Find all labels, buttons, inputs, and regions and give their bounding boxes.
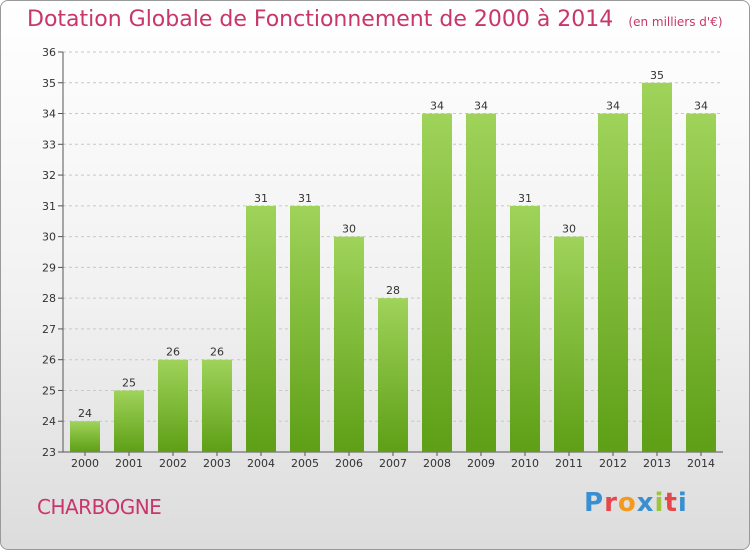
y-tick-label: 31 bbox=[42, 200, 56, 213]
x-tick-label: 2006 bbox=[335, 457, 363, 470]
value-label-2013: 35 bbox=[650, 69, 664, 82]
y-tick-label: 33 bbox=[42, 138, 56, 151]
y-tick-label: 30 bbox=[42, 231, 56, 244]
logo-letter: i bbox=[677, 488, 688, 518]
value-label-2003: 26 bbox=[210, 346, 224, 359]
x-tick-label: 2001 bbox=[115, 457, 143, 470]
value-label-2010: 31 bbox=[518, 192, 532, 205]
x-tick-label: 2000 bbox=[71, 457, 99, 470]
x-tick-label: 2002 bbox=[159, 457, 187, 470]
y-tick-label: 34 bbox=[42, 108, 56, 121]
value-label-2006: 30 bbox=[342, 223, 356, 236]
x-tick-label: 2010 bbox=[511, 457, 539, 470]
value-label-2011: 30 bbox=[562, 223, 576, 236]
proxiti-logo[interactable]: Proxiti bbox=[584, 488, 688, 518]
y-tick-label: 32 bbox=[42, 169, 56, 182]
bar-2000 bbox=[70, 421, 100, 452]
value-labels: 24 25 26 26 31 31 30 28 34 34 31 30 34 35 34 bbox=[78, 69, 708, 420]
bar-2011 bbox=[554, 236, 584, 452]
value-label-2012: 34 bbox=[606, 100, 620, 113]
value-label-2004: 31 bbox=[254, 192, 268, 205]
x-tick-label: 2007 bbox=[379, 457, 407, 470]
x-tick-label: 2011 bbox=[555, 457, 583, 470]
logo-letter: x bbox=[636, 488, 655, 518]
value-label-2009: 34 bbox=[474, 100, 488, 113]
value-label-2001: 25 bbox=[122, 376, 136, 389]
y-tick-label: 29 bbox=[42, 261, 56, 274]
value-label-2005: 31 bbox=[298, 192, 312, 205]
logo-letter: i bbox=[654, 488, 665, 518]
bars bbox=[70, 82, 716, 453]
x-tick-label: 2008 bbox=[423, 457, 451, 470]
x-tick-label: 2009 bbox=[467, 457, 495, 470]
chart-title: Dotation Globale de Fonctionnement de 20… bbox=[27, 7, 614, 32]
x-tick-label: 2012 bbox=[599, 457, 627, 470]
bar-2009 bbox=[466, 113, 496, 453]
axes: 23 24 25 26 27 28 29 30 31 32 33 34 35 36 2000 2001 2002… bbox=[42, 46, 723, 470]
value-label-2007: 28 bbox=[386, 284, 400, 297]
y-tick-label: 35 bbox=[42, 77, 56, 90]
y-tick-label: 25 bbox=[42, 384, 56, 397]
bar-2014 bbox=[686, 113, 716, 453]
logo-letter: o bbox=[617, 488, 637, 518]
x-tick-label: 2003 bbox=[203, 457, 231, 470]
bar-2012 bbox=[598, 113, 628, 453]
bar-2008 bbox=[422, 113, 452, 453]
bar-2001 bbox=[114, 390, 144, 452]
bar-2007 bbox=[378, 298, 408, 452]
logo-letter: r bbox=[604, 488, 618, 518]
value-label-2014: 34 bbox=[694, 100, 708, 113]
bar-2002 bbox=[158, 359, 188, 452]
x-tick-label: 2004 bbox=[247, 457, 275, 470]
bar-2005 bbox=[290, 205, 320, 452]
x-tick-label: 2014 bbox=[687, 457, 715, 470]
bar-2003 bbox=[202, 359, 232, 452]
value-label-2002: 26 bbox=[166, 346, 180, 359]
y-tick-label: 28 bbox=[42, 292, 56, 305]
bar-2013 bbox=[642, 82, 672, 453]
y-tick-label: 26 bbox=[42, 354, 56, 367]
x-tick-label: 2005 bbox=[291, 457, 319, 470]
logo-letter: t bbox=[664, 488, 678, 518]
value-label-2008: 34 bbox=[430, 100, 444, 113]
chart-subtitle: (en milliers d'€) bbox=[628, 15, 723, 29]
y-tick-label: 24 bbox=[42, 415, 56, 428]
value-label-2000: 24 bbox=[78, 407, 92, 420]
bar-2004 bbox=[246, 205, 276, 452]
y-tick-label: 36 bbox=[42, 46, 56, 59]
commune-name: CHARBOGNE bbox=[37, 495, 162, 519]
y-tick-label: 23 bbox=[42, 446, 56, 459]
y-tick-label: 27 bbox=[42, 323, 56, 336]
title-row: Dotation Globale de Fonctionnement de 20… bbox=[27, 7, 723, 32]
x-tick-label: 2013 bbox=[643, 457, 671, 470]
logo-letter: P bbox=[584, 488, 605, 518]
bar-2010 bbox=[510, 205, 540, 452]
bar-2006 bbox=[334, 236, 364, 452]
